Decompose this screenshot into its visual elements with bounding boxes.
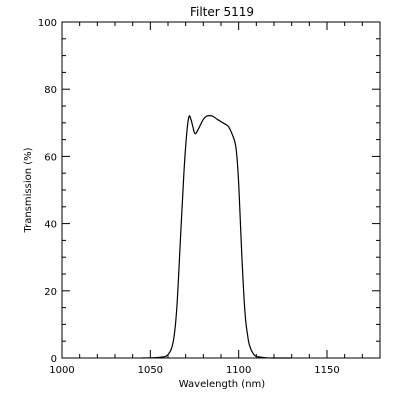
y-tick-label: 80 [44, 85, 57, 96]
y-axis-tick-labels: 0 20 40 60 80 100 [38, 18, 57, 365]
y-tick-label: 40 [44, 220, 57, 231]
y-tick-label: 0 [51, 354, 57, 365]
series-line [141, 115, 292, 359]
y-tick-label: 100 [38, 18, 57, 29]
y-tick-label: 20 [44, 287, 57, 298]
chart-title: Filter 5119 [190, 5, 254, 19]
x-tick-label: 1100 [226, 365, 251, 376]
plot-frame [61, 21, 381, 359]
y-axis-label: Transmission (%) [23, 147, 34, 233]
x-tick-label: 1050 [138, 365, 163, 376]
x-tick-label: 1000 [49, 365, 74, 376]
x-axis-ticks [61, 22, 381, 358]
x-axis-tick-labels: 1000 1050 1100 1150 [49, 365, 339, 376]
y-axis-ticks [62, 21, 380, 359]
y-tick-label: 60 [44, 152, 57, 163]
x-tick-label: 1150 [314, 365, 339, 376]
x-axis-label: Wavelength (nm) [179, 379, 265, 390]
